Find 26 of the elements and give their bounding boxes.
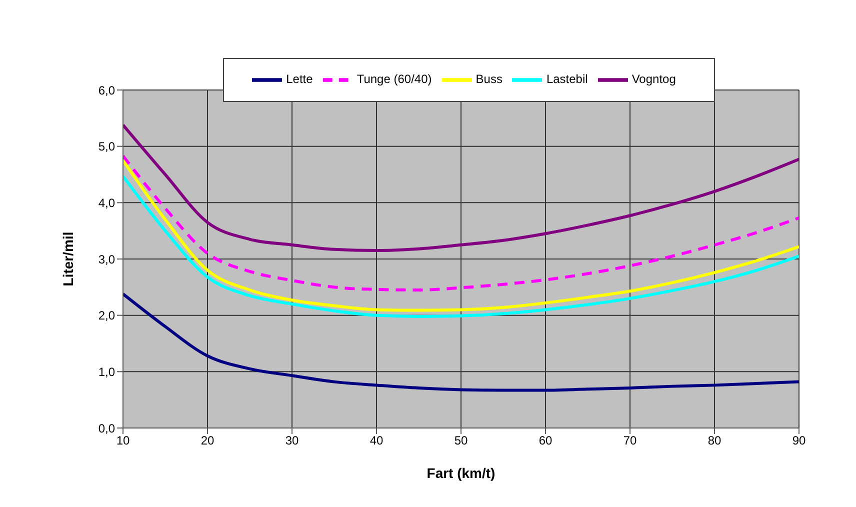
x-tick-label: 80 [708,434,722,448]
x-tick-label: 60 [538,434,552,448]
y-tick-label: 4,0 [98,196,116,210]
x-tick-label: 30 [285,434,299,448]
y-tick-label: 3,0 [98,252,116,266]
x-axis-title: Fart (km/t) [426,465,496,481]
x-tick-label: 50 [454,434,468,448]
x-tick-label: 90 [792,434,806,448]
line-series [123,154,799,292]
legend-label: Lette [286,72,313,86]
x-tick-label: 20 [200,434,214,448]
legend-label: Tunge (60/40) [356,72,432,86]
line-series [123,123,799,252]
x-tick-label: 70 [623,434,637,448]
line-series [123,292,799,392]
y-axis-title: Liter/mil [60,232,76,286]
legend-label: Lastebil [546,72,588,86]
x-tick-label: 10 [116,434,130,448]
y-tick-label: 2,0 [98,308,116,323]
x-tick-label: 40 [370,434,384,448]
y-tick-label: 5,0 [98,140,116,154]
y-tick-label: 0,0 [98,421,116,436]
y-tick-label: 6,0 [98,83,116,98]
legend-label: Buss [476,72,502,86]
y-tick-label: 1,0 [98,364,116,379]
legend-label: Vogntog [632,72,676,86]
